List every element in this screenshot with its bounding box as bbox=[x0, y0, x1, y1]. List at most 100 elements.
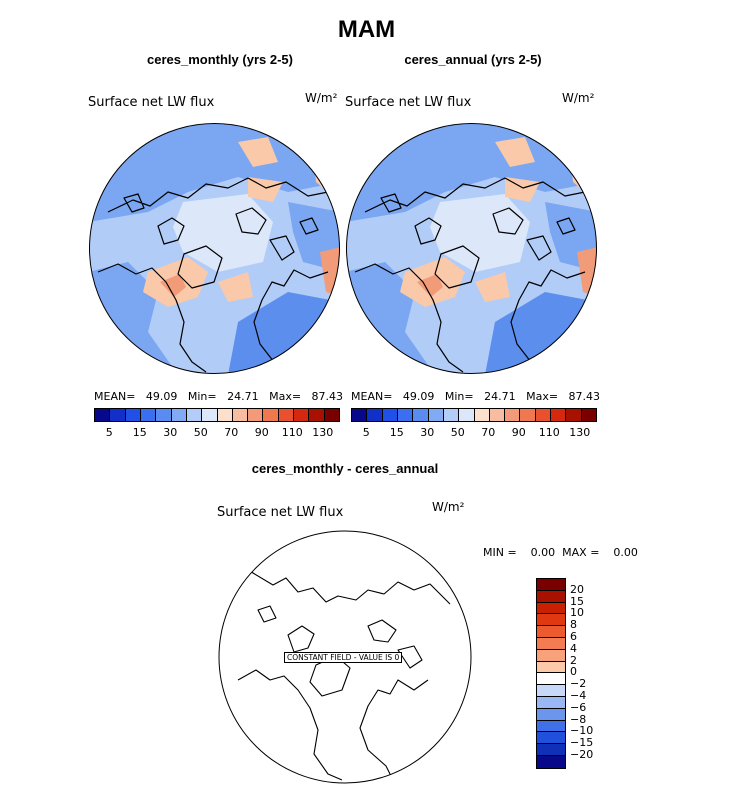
colorbar-tick-label: 30 bbox=[420, 426, 435, 439]
colorbar-tick-label: 0 bbox=[570, 665, 577, 679]
colorbar-swatch bbox=[459, 409, 475, 421]
colorbar-tick-label: 2 bbox=[570, 653, 577, 667]
colorbar-tick-label: 15 bbox=[132, 426, 147, 439]
colorbar-tick-label: 110 bbox=[281, 426, 303, 439]
coastline bbox=[97, 177, 329, 374]
colorbar-tick-label: −2 bbox=[570, 677, 587, 691]
diff-colorbar bbox=[536, 578, 566, 769]
colorbar-swatch bbox=[156, 409, 172, 421]
colorbar-tick-label: 15 bbox=[570, 594, 584, 608]
colorbar-tick-label: −20 bbox=[570, 748, 594, 761]
colorbar-swatch bbox=[397, 409, 414, 421]
field-region bbox=[435, 207, 485, 242]
diff-panel-subtitle: ceres_monthly - ceres_annual bbox=[251, 461, 439, 476]
left-colorbar bbox=[94, 408, 340, 422]
right-polar-map bbox=[346, 123, 597, 374]
colorbar-swatch bbox=[537, 614, 565, 627]
diff-coastline bbox=[237, 669, 343, 781]
constant-field-note: CONSTANT FIELD - VALUE IS 0 bbox=[284, 652, 403, 663]
colorbar-swatch bbox=[248, 409, 264, 421]
colorbar-swatch bbox=[382, 409, 398, 421]
colorbar-swatch bbox=[537, 590, 565, 603]
colorbar-swatch bbox=[263, 409, 279, 421]
colorbar-swatch bbox=[352, 409, 368, 421]
field-region bbox=[346, 123, 597, 222]
right-colorbar-ticks: 5 15 30 50 70 90 110 130 bbox=[351, 426, 595, 440]
field-region bbox=[160, 274, 186, 297]
right-panel-label: Surface net LW flux bbox=[345, 95, 472, 110]
colorbar-tick-label: 110 bbox=[538, 426, 560, 439]
colorbar-swatch bbox=[202, 409, 218, 421]
colorbar-tick-label: 70 bbox=[224, 426, 239, 439]
colorbar-tick-label: 130 bbox=[312, 426, 334, 439]
colorbar-tick-label: 130 bbox=[569, 426, 591, 439]
colorbar-tick-label: 90 bbox=[511, 426, 526, 439]
diff-island bbox=[397, 645, 423, 669]
colorbar-swatch bbox=[537, 626, 565, 638]
diff-island bbox=[287, 625, 315, 653]
diff-panel-label: Surface net LW flux bbox=[217, 505, 344, 520]
colorbar-tick-label: 50 bbox=[450, 426, 465, 439]
diff-minmax: MIN = 0.00 MAX = 0.00 bbox=[483, 546, 638, 559]
diff-colorbar-ticks: 20 15 10 8 6 4 2 0 −2 −4 −6 −8 −10 −15 −20 bbox=[570, 578, 610, 778]
colorbar-swatch bbox=[537, 637, 565, 650]
colorbar-swatch bbox=[537, 720, 565, 733]
colorbar-swatch bbox=[581, 409, 596, 421]
colorbar-tick-label: −6 bbox=[570, 700, 587, 714]
field-region bbox=[495, 137, 535, 167]
colorbar-tick-label: 5 bbox=[105, 426, 113, 439]
colorbar-swatch bbox=[294, 409, 310, 421]
field-region bbox=[218, 272, 253, 302]
field-region bbox=[417, 274, 443, 297]
field-region bbox=[89, 123, 340, 222]
diff-island bbox=[367, 619, 397, 643]
colorbar-swatch bbox=[217, 409, 233, 421]
left-panel-stats: MEAN= 49.09 Min= 24.71 Max= 87.43 bbox=[94, 390, 344, 403]
left-colorbar-ticks: 5 15 30 50 70 90 110 130 bbox=[94, 426, 338, 440]
colorbar-tick-label: 50 bbox=[193, 426, 208, 439]
colorbar-swatch bbox=[232, 409, 249, 421]
colorbar-swatch bbox=[171, 409, 187, 421]
colorbar-tick-label: −15 bbox=[570, 736, 594, 750]
right-colorbar bbox=[351, 408, 597, 422]
colorbar-swatch bbox=[186, 409, 203, 421]
diff-coastline bbox=[359, 679, 429, 783]
field-region bbox=[178, 207, 228, 242]
left-panel-label: Surface net LW flux bbox=[88, 95, 215, 110]
colorbar-tick-label: 8 bbox=[570, 618, 577, 632]
colorbar-swatch bbox=[474, 409, 490, 421]
colorbar-tick-label: 15 bbox=[389, 426, 404, 439]
colorbar-swatch bbox=[140, 409, 157, 421]
coastline bbox=[354, 177, 586, 374]
colorbar-swatch bbox=[324, 409, 339, 421]
colorbar-swatch bbox=[95, 409, 111, 421]
colorbar-swatch bbox=[535, 409, 552, 421]
colorbar-tick-label: −4 bbox=[570, 689, 587, 702]
colorbar-tick-label: −10 bbox=[570, 724, 594, 738]
colorbar-swatch bbox=[537, 649, 565, 662]
colorbar-swatch bbox=[537, 661, 565, 674]
colorbar-swatch bbox=[537, 602, 565, 615]
colorbar-swatch bbox=[489, 409, 506, 421]
diff-polar-map bbox=[218, 530, 472, 784]
right-panel-units: W/m² bbox=[562, 91, 595, 105]
colorbar-tick-label: 4 bbox=[570, 641, 577, 655]
colorbar-swatch bbox=[413, 409, 429, 421]
colorbar-swatch bbox=[537, 732, 565, 745]
colorbar-swatch bbox=[505, 409, 521, 421]
colorbar-swatch bbox=[278, 409, 295, 421]
colorbar-tick-label: 70 bbox=[481, 426, 496, 439]
colorbar-swatch bbox=[551, 409, 567, 421]
colorbar-swatch bbox=[537, 579, 565, 591]
diff-coastline bbox=[247, 569, 451, 605]
field-region bbox=[475, 272, 510, 302]
colorbar-tick-label: 5 bbox=[362, 426, 370, 439]
diff-panel-units: W/m² bbox=[432, 500, 465, 514]
colorbar-swatch bbox=[428, 409, 444, 421]
colorbar-swatch bbox=[309, 409, 325, 421]
colorbar-swatch bbox=[110, 409, 126, 421]
colorbar-swatch bbox=[367, 409, 383, 421]
right-panel-subtitle: ceres_annual (yrs 2-5) bbox=[404, 52, 542, 67]
diff-island bbox=[257, 605, 277, 623]
left-panel-units: W/m² bbox=[305, 91, 338, 105]
